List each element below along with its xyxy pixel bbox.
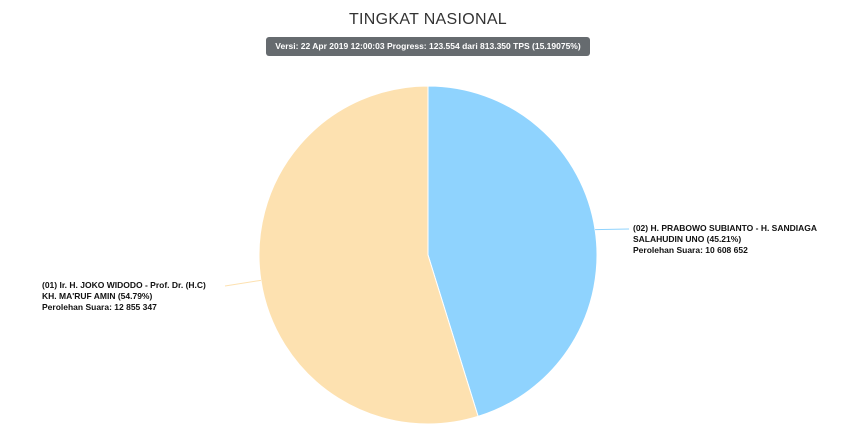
pie-slice-jokowi-amin[interactable] [258,85,479,425]
slice-label-line: KH. MA'RUF AMIN (54.79%) [42,291,153,301]
slice-label-jokowi-amin: (01) Ir. H. JOKO WIDODO - Prof. Dr. (H.C… [42,280,272,313]
chart-title: TINGKAT NASIONAL [348,11,508,28]
slice-label-prabowo-sandiaga: (02) H. PRABOWO SUBIANTO - H. SANDIAGA S… [633,223,848,256]
pie-slice-prabowo-sandiaga[interactable] [427,85,598,418]
label-connector-prabowo-sandiaga [595,228,630,231]
label-connector-jokowi-amin [224,279,261,287]
slice-label-line: SALAHUDIN UNO (45.21%) [633,234,742,244]
slice-label-line: Perolehan Suara: 10 608 652 [633,245,748,255]
slice-label-line: Perolehan Suara: 12 855 347 [42,302,157,312]
slice-label-line: (01) Ir. H. JOKO WIDODO - Prof. Dr. (H.C… [42,280,206,290]
slice-label-line: (02) H. PRABOWO SUBIANTO - H. SANDIAGA [633,223,818,233]
version-progress-badge: Versi: 22 Apr 2019 12:00:03 Progress: 12… [266,37,590,56]
